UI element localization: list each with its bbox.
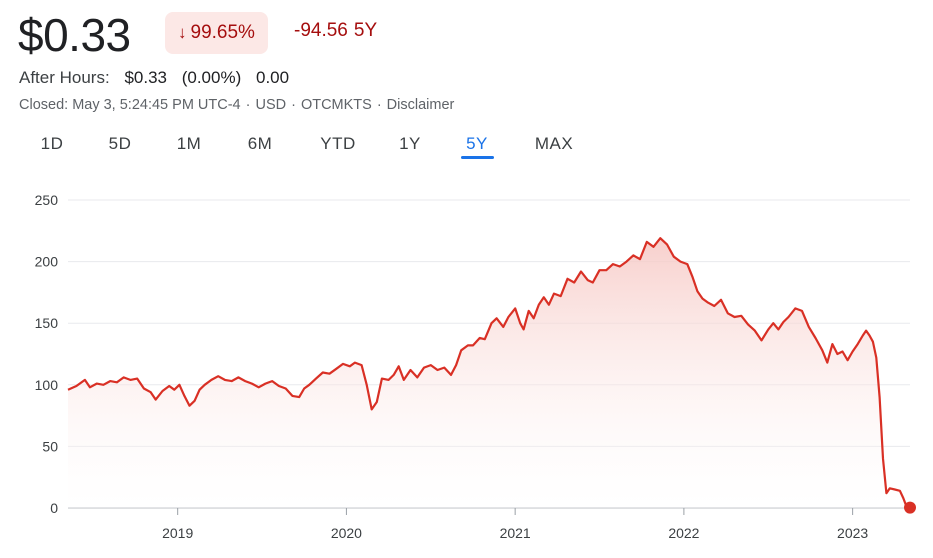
percent-change-value: 99.65% [190, 22, 255, 43]
y-tick-label: 200 [35, 254, 59, 270]
disclaimer-link[interactable]: Disclaimer [386, 97, 455, 113]
price-line [67, 237, 911, 509]
y-axis-labels: 0 50 100 150 200 250 [35, 192, 59, 516]
after-hours-row: After Hours: $0.33 (0.00%) 0.00 [19, 68, 299, 88]
x-tick-label: 2022 [668, 525, 699, 541]
tab-1m[interactable]: 1M [176, 134, 202, 153]
tab-1y[interactable]: 1Y [399, 134, 421, 153]
market-status-line: Closed: May 3, 5:24:45 PM UTC-4 · USD · OTCM… [19, 97, 454, 113]
percent-change-badge: ↓ 99.65% [165, 12, 268, 54]
tab-max[interactable]: MAX [534, 134, 574, 153]
price-area-fill [68, 238, 910, 508]
after-hours-change: 0.00 [255, 68, 290, 87]
currency-label: USD [255, 97, 287, 113]
range-tabs: 1D 5D 1M 6M YTD 1Y 5Y MAX [0, 130, 600, 164]
absolute-change-value: -94.56 [294, 20, 348, 41]
current-price: $0.33 [18, 9, 131, 61]
x-axis-labels: 2019 2020 2021 2022 2023 [162, 508, 868, 541]
tab-1d[interactable]: 1D [40, 134, 64, 153]
y-tick-label: 100 [35, 377, 59, 393]
absolute-change: -94.56 5Y [294, 20, 383, 42]
tab-5y[interactable]: 5Y [466, 134, 488, 153]
x-tick-label: 2019 [162, 525, 193, 541]
arrow-down-icon: ↓ [178, 23, 187, 42]
tab-ytd[interactable]: YTD [320, 134, 356, 153]
active-tab-indicator [461, 156, 494, 159]
closed-timestamp: Closed: May 3, 5:24:45 PM UTC-4 [19, 97, 241, 113]
exchange-label: OTCMKTS [300, 97, 372, 113]
latest-price-dot [904, 501, 916, 514]
x-tick-label: 2020 [331, 525, 362, 541]
y-tick-label: 0 [50, 500, 58, 516]
tab-6m[interactable]: 6M [247, 134, 273, 153]
after-hours-percent: (0.00%) [181, 68, 242, 87]
after-hours-label: After Hours: [19, 68, 110, 87]
separator-dot: · [291, 97, 296, 113]
separator-dot: · [245, 97, 251, 113]
x-tick-label: 2021 [500, 525, 531, 541]
y-tick-label: 50 [42, 438, 58, 454]
price-chart[interactable]: 0 50 100 150 200 250 2019 2020 2021 2022 2023 [0, 170, 933, 558]
tab-5d[interactable]: 5D [108, 134, 132, 153]
after-hours-price: $0.33 [124, 68, 167, 87]
y-tick-label: 150 [35, 315, 59, 331]
separator-dot: · [376, 97, 382, 113]
x-tick-label: 2023 [837, 525, 868, 541]
y-tick-label: 250 [35, 192, 59, 208]
change-period: 5Y [353, 20, 378, 41]
